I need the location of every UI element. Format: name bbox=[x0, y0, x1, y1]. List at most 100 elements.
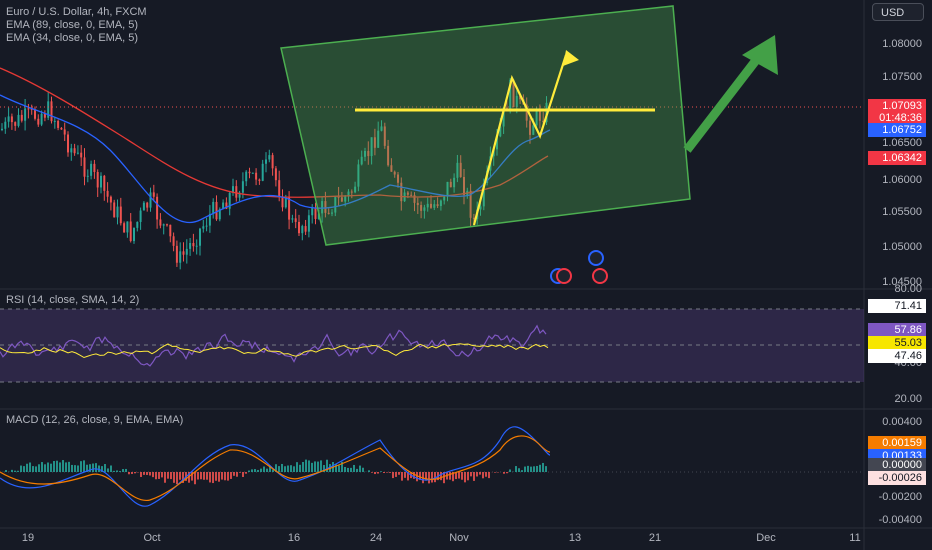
macd-histogram-bar bbox=[287, 465, 289, 472]
rsi-value-badge: 47.46 bbox=[868, 349, 926, 363]
candle-body bbox=[123, 223, 126, 233]
macd-histogram-bar bbox=[509, 469, 511, 472]
macd-histogram-bar bbox=[311, 462, 313, 472]
macd-histogram-bar bbox=[518, 468, 520, 472]
candle-body bbox=[423, 207, 426, 211]
macd-tick-label: 0.00400 bbox=[882, 416, 922, 428]
candle-body bbox=[76, 152, 79, 154]
candle-body bbox=[436, 204, 439, 207]
candle-body bbox=[400, 182, 403, 202]
currency-selector[interactable]: USD bbox=[872, 3, 924, 21]
macd-histogram-bar bbox=[323, 465, 325, 472]
candle-body bbox=[119, 206, 122, 224]
macd-histogram-bar bbox=[170, 472, 172, 480]
macd-histogram-bar bbox=[47, 462, 49, 472]
candle-body bbox=[14, 122, 17, 126]
macd-histogram-bar bbox=[38, 464, 40, 472]
candle-body bbox=[192, 242, 195, 247]
macd-histogram-bar bbox=[89, 464, 91, 472]
macd-histogram-bar bbox=[134, 472, 136, 474]
candle-body bbox=[456, 162, 459, 178]
economic-event-marker bbox=[592, 268, 608, 284]
macd-histogram-bar bbox=[455, 472, 457, 480]
candle-body bbox=[327, 212, 330, 214]
macd-histogram-bar bbox=[53, 461, 55, 472]
candle-body bbox=[169, 224, 172, 237]
macd-histogram-bar bbox=[350, 467, 352, 472]
candle-body bbox=[463, 176, 465, 195]
macd-histogram-bar bbox=[338, 465, 340, 472]
candle-body bbox=[228, 192, 231, 209]
macd-histogram-bar bbox=[158, 472, 160, 479]
macd-histogram-bar bbox=[467, 472, 469, 481]
candle-body bbox=[156, 196, 159, 220]
macd-histogram-bar bbox=[416, 472, 418, 482]
time-axis-label: 13 bbox=[568, 532, 582, 544]
candle-body bbox=[324, 201, 327, 213]
candle-body bbox=[538, 110, 541, 121]
macd-signal-line bbox=[0, 435, 551, 501]
candle-body bbox=[50, 101, 53, 122]
macd-histogram-bar bbox=[17, 470, 19, 472]
macd-histogram-bar bbox=[77, 465, 79, 472]
candle-body bbox=[258, 179, 261, 181]
candle-body bbox=[453, 177, 456, 188]
macd-histogram-bar bbox=[404, 472, 406, 478]
candle-body bbox=[304, 226, 307, 232]
candle-body bbox=[420, 205, 423, 211]
macd-histogram-bar bbox=[194, 472, 196, 485]
candle-body bbox=[136, 221, 139, 228]
macd-histogram-bar bbox=[80, 461, 82, 472]
macd-histogram-bar bbox=[44, 464, 46, 472]
macd-histogram-bar bbox=[545, 466, 547, 472]
macd-histogram-bar bbox=[29, 462, 31, 472]
macd-histogram-bar bbox=[413, 472, 415, 479]
candle-body bbox=[149, 192, 152, 208]
candle-body bbox=[360, 156, 363, 165]
macd-histogram-bar bbox=[206, 472, 208, 480]
candle-body bbox=[20, 114, 23, 121]
macd-value-badge: 0.00159 bbox=[868, 436, 926, 450]
macd-histogram-bar bbox=[398, 472, 400, 475]
candle-body bbox=[446, 181, 449, 197]
candle-body bbox=[195, 245, 198, 247]
macd-histogram-bar bbox=[524, 466, 526, 472]
candle-body bbox=[57, 120, 60, 128]
candle-body bbox=[37, 118, 40, 125]
macd-histogram-bar bbox=[248, 470, 250, 472]
candle-body bbox=[274, 168, 277, 181]
macd-histogram-bar bbox=[377, 472, 379, 474]
candle-body bbox=[439, 200, 442, 207]
candle-body bbox=[27, 108, 30, 110]
macd-histogram-bar bbox=[326, 459, 328, 472]
macd-histogram-bar bbox=[128, 472, 130, 475]
macd-histogram-bar bbox=[488, 472, 490, 479]
candle-body bbox=[86, 175, 89, 177]
candle-body bbox=[443, 196, 446, 201]
time-axis-label: 19 bbox=[21, 532, 35, 544]
candle-body bbox=[139, 210, 142, 222]
macd-histogram-bar bbox=[188, 472, 190, 483]
macd-histogram-bar bbox=[143, 472, 145, 475]
candle-body bbox=[73, 148, 76, 154]
macd-histogram-bar bbox=[368, 470, 370, 472]
candle-body bbox=[172, 236, 175, 246]
macd-histogram-bar bbox=[452, 472, 454, 482]
macd-histogram-bar bbox=[527, 465, 529, 472]
macd-histogram-bar bbox=[68, 461, 70, 472]
candle-body bbox=[116, 206, 119, 218]
rsi-legend: RSI (14, close, SMA, 14, 2) bbox=[6, 294, 140, 306]
candle-body bbox=[331, 212, 333, 214]
candle-body bbox=[406, 192, 409, 195]
candle-body bbox=[502, 107, 505, 127]
macd-histogram-bar bbox=[530, 466, 532, 472]
rsi-value-badge: 71.41 bbox=[868, 299, 926, 313]
projection-path bbox=[472, 54, 568, 226]
economic-event-marker bbox=[588, 250, 604, 266]
price-value-badge: 1.06752 bbox=[868, 123, 926, 137]
candle-body bbox=[80, 152, 83, 158]
candle-body bbox=[225, 202, 228, 209]
macd-histogram-bar bbox=[167, 472, 169, 479]
candle-body bbox=[93, 163, 96, 173]
